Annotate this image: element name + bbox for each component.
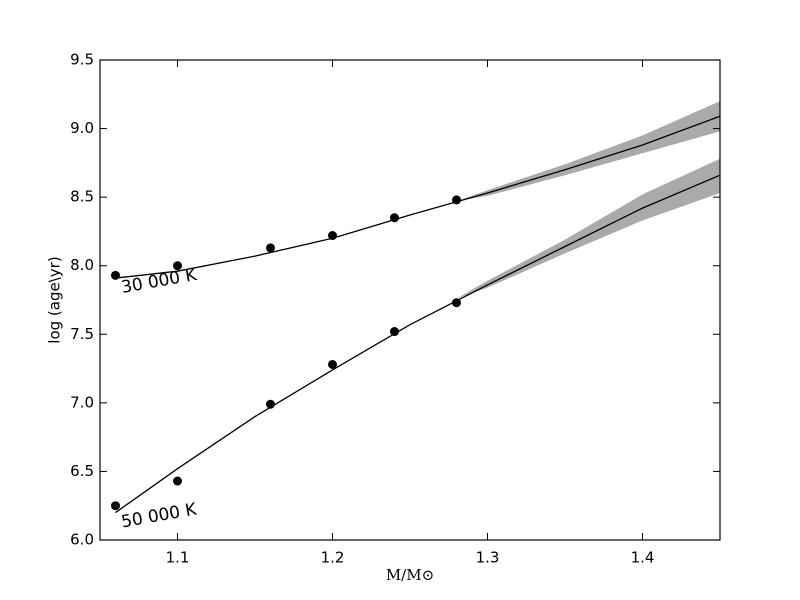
data-point (390, 327, 399, 337)
data-point (328, 231, 337, 241)
x-tick-label: 1.1 (166, 549, 190, 567)
x-tick-label: 1.4 (631, 549, 655, 567)
curve-label: 30 000 K (120, 265, 199, 298)
data-point (266, 243, 275, 253)
y-tick-label: 8.0 (70, 256, 94, 274)
fit-line (115, 115, 721, 279)
y-tick-label: 9.0 (70, 119, 94, 137)
data-point (111, 501, 120, 511)
y-tick-label: 9.5 (70, 51, 94, 69)
data-point (266, 399, 275, 409)
y-axis-label: log (age\yr) (46, 256, 64, 343)
confidence-band (456, 158, 720, 299)
data-point (452, 195, 461, 205)
data-point (173, 261, 182, 271)
data-point (390, 213, 399, 223)
curve-label: 50 000 K (120, 499, 199, 532)
fit-line (115, 174, 721, 514)
y-tick-label: 7.0 (70, 393, 94, 411)
y-tick-label: 8.5 (70, 188, 94, 206)
data-point (452, 298, 461, 308)
data-point (173, 476, 182, 486)
y-tick-label: 7.5 (70, 325, 94, 343)
x-tick-label: 1.3 (476, 549, 500, 567)
plot-frame (99, 59, 721, 541)
x-tick-label: 1.2 (321, 549, 345, 567)
data-point (111, 270, 120, 280)
data-point (328, 359, 337, 369)
x-axis-label: M/M⊙ (386, 566, 434, 584)
y-tick-label: 6.5 (70, 462, 94, 480)
y-tick-label: 6.0 (70, 531, 94, 549)
